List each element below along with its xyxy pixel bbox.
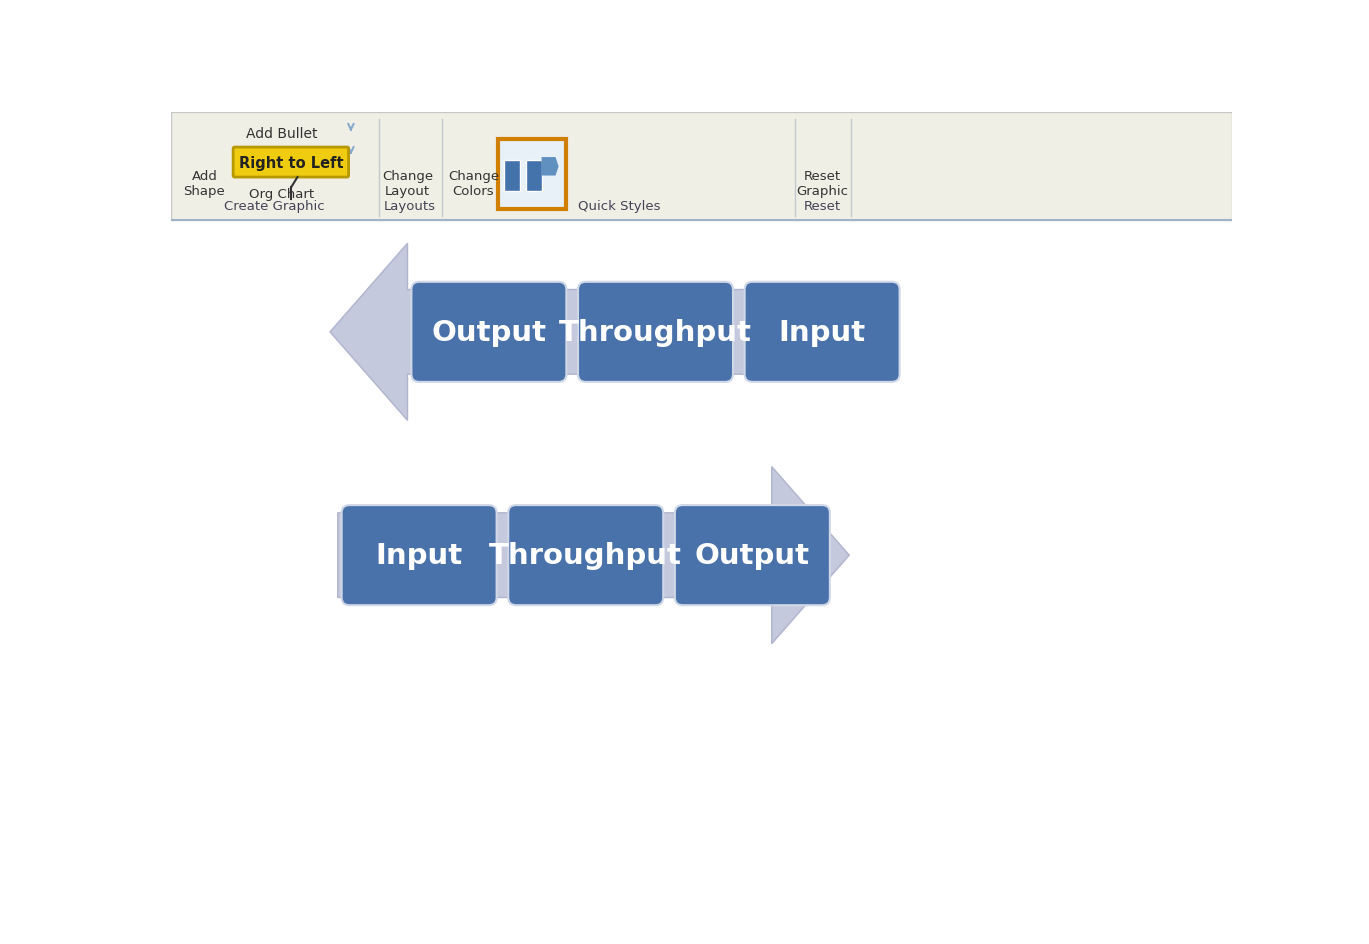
Bar [171,113,1232,221]
FancyBboxPatch shape [233,148,349,177]
FancyBboxPatch shape [745,282,899,382]
Polygon shape [338,467,849,644]
Text: Change
Colors: Change Colors [448,170,498,198]
Polygon shape [330,244,842,421]
Text: Throughput: Throughput [559,318,752,346]
Bar [498,141,567,210]
Text: Layouts: Layouts [383,200,435,213]
Text: Reset: Reset [804,200,841,213]
Text: Output: Output [695,542,810,569]
FancyBboxPatch shape [675,506,830,605]
Text: Org Chart: Org Chart [249,188,315,201]
Text: Change
Layout: Change Layout [382,170,433,198]
Text: Output: Output [431,318,546,346]
FancyBboxPatch shape [342,506,497,605]
Text: Add Bullet: Add Bullet [246,127,318,141]
Text: Right to Left: Right to Left [240,156,344,171]
Text: Reset
Graphic: Reset Graphic [797,170,849,198]
Text: Quick Styles: Quick Styles [578,200,660,213]
Text: Add
Shape: Add Shape [183,170,226,198]
Text: Figure 3-8: You can flip horizontal diagrams so that they run the opposite direc: Figure 3-8: You can flip horizontal diag… [274,131,967,149]
FancyBboxPatch shape [411,282,567,382]
Bar [504,161,520,192]
FancyBboxPatch shape [508,506,663,605]
Bar [526,161,542,192]
Polygon shape [542,158,559,177]
Text: Input: Input [375,542,463,569]
FancyBboxPatch shape [578,282,732,382]
Text: Create Graphic: Create Graphic [225,200,324,213]
Text: Throughput: Throughput [489,542,682,569]
Text: Input: Input [779,318,865,346]
